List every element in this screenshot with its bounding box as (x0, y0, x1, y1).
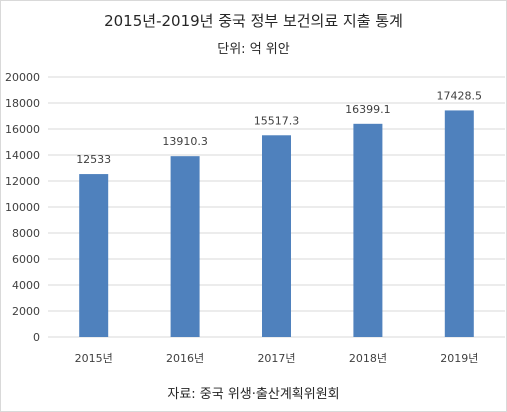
x-tick-label: 2017년 (257, 352, 295, 365)
x-axis-labels: 2015년 2016년 2017년 2018년 2019년 (75, 352, 479, 365)
y-tick-label: 18000 (5, 97, 40, 110)
x-tick-label: 2016년 (166, 352, 204, 365)
y-axis-labels: 0 2000 4000 6000 8000 10000 12000 14000 16000 180… (5, 71, 40, 344)
data-label: 15517.3 (254, 114, 300, 127)
chart-source: 자료: 중국 위생·출산계획위원회 (167, 387, 340, 402)
bar (353, 123, 383, 337)
y-tick-label: 0 (33, 331, 40, 344)
y-tick-label: 2000 (12, 305, 40, 318)
data-label: 13910.3 (162, 135, 208, 148)
y-tick-label: 16000 (5, 123, 40, 136)
data-label: 17428.5 (437, 89, 483, 102)
x-tick-label: 2019년 (440, 352, 478, 365)
data-label: 12533 (76, 153, 111, 166)
x-tick-label: 2018년 (349, 352, 387, 365)
data-labels: 12533 13910.3 15517.3 16399.1 17428.5 (76, 89, 482, 166)
chart-title: 2015년-2019년 중국 정부 보건의료 지출 통계 (104, 12, 403, 30)
y-tick-label: 20000 (5, 71, 40, 84)
bar (444, 110, 474, 337)
bars (79, 110, 474, 337)
bar (79, 174, 109, 337)
y-tick-label: 6000 (12, 253, 40, 266)
y-tick-label: 12000 (5, 175, 40, 188)
bar (170, 156, 200, 337)
x-tick-label: 2015년 (75, 352, 113, 365)
data-label: 16399.1 (345, 103, 391, 116)
bar (262, 135, 291, 337)
y-tick-label: 4000 (12, 279, 40, 292)
chart-subtitle: 단위: 억 위안 (217, 42, 290, 57)
y-tick-label: 14000 (5, 149, 40, 162)
y-tick-label: 10000 (5, 201, 40, 214)
y-tick-label: 8000 (12, 227, 40, 240)
